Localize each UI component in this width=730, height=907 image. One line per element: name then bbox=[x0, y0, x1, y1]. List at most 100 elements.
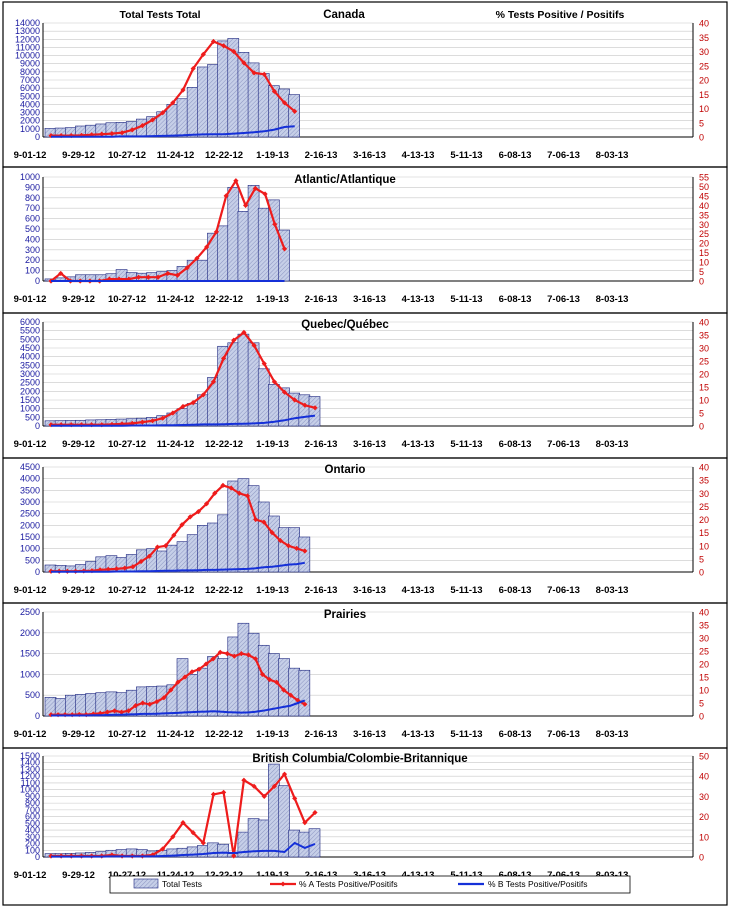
point-a-positive bbox=[184, 265, 190, 271]
right-tick-label: 10 bbox=[699, 832, 709, 842]
panel-title: Quebec/Québec bbox=[301, 319, 389, 331]
x-tick-label: 7-06-13 bbox=[547, 585, 580, 596]
right-tick-label: 30 bbox=[699, 47, 709, 57]
left-tick-label: 0 bbox=[35, 567, 40, 577]
right-tick-label: 10 bbox=[699, 396, 709, 406]
panel-title: Atlantic/Atlantique bbox=[294, 174, 396, 186]
right-tick-label: 40 bbox=[699, 463, 709, 473]
point-a-positive bbox=[125, 708, 132, 714]
right-axis-header: % Tests Positive / Positifs bbox=[496, 9, 625, 21]
line-b-positive bbox=[51, 561, 305, 573]
left-tick-label: 4000 bbox=[20, 352, 40, 362]
right-tick-label: 5 bbox=[699, 554, 704, 564]
left-tick-label: 1000 bbox=[20, 669, 40, 679]
x-tick-label: 11-24-12 bbox=[157, 439, 195, 450]
point-a-positive bbox=[228, 485, 234, 491]
point-a-positive bbox=[241, 777, 247, 783]
x-tick-label: 2-16-13 bbox=[305, 585, 338, 596]
left-tick-label: 10000 bbox=[15, 51, 40, 61]
bar-total-tests bbox=[257, 73, 270, 138]
left-tick-label: 500 bbox=[25, 555, 40, 565]
x-tick-label: 12-22-12 bbox=[205, 294, 243, 305]
point-a-positive bbox=[104, 709, 111, 715]
left-tick-label: 5000 bbox=[20, 334, 40, 344]
bar-total-tests bbox=[217, 225, 229, 282]
point-a-positive bbox=[212, 490, 218, 496]
point-a-positive bbox=[281, 771, 288, 777]
left-tick-label: 2000 bbox=[20, 116, 40, 126]
x-tick-label: 3-16-13 bbox=[353, 729, 386, 740]
point-a-positive bbox=[119, 130, 125, 136]
panel-quebec-quebec: 0500100015002000250030003500400045005000… bbox=[2, 312, 728, 459]
right-axis: 0 5 10 15 20 25 30 35 40 bbox=[699, 608, 709, 722]
x-tick-label: 7-06-13 bbox=[547, 294, 580, 305]
x-tick-label: 1-19-13 bbox=[256, 150, 289, 161]
left-tick-label: 100 bbox=[25, 845, 40, 855]
point-a-positive bbox=[241, 329, 247, 335]
x-tick-label: 1-19-13 bbox=[256, 585, 289, 596]
bar-total-tests bbox=[257, 501, 270, 573]
right-tick-label: 0 bbox=[699, 853, 704, 863]
x-tick-label: 12-22-12 bbox=[205, 870, 243, 881]
bars-total-tests bbox=[44, 622, 311, 717]
x-tick-label: 9-29-12 bbox=[62, 729, 95, 740]
point-a-positive bbox=[139, 123, 145, 129]
point-a-positive bbox=[281, 389, 288, 395]
left-tick-label: 4000 bbox=[20, 474, 40, 484]
left-tick-label: 300 bbox=[25, 245, 40, 255]
point-a-positive bbox=[155, 274, 161, 280]
point-a-positive bbox=[231, 48, 237, 55]
x-tick-label: 8-03-13 bbox=[596, 294, 629, 305]
left-tick-label: 1000 bbox=[20, 124, 40, 134]
point-a-positive bbox=[189, 669, 195, 675]
point-a-positive bbox=[174, 272, 181, 278]
point-a-positive bbox=[294, 545, 300, 551]
bar-total-tests bbox=[176, 658, 189, 717]
x-tick-label: 9-29-12 bbox=[62, 585, 95, 596]
right-axis: 0 5 10 15 20 25 30 35 40 bbox=[699, 463, 709, 578]
bar-total-tests bbox=[166, 104, 179, 138]
bar-total-tests bbox=[166, 544, 179, 573]
right-tick-label: 25 bbox=[699, 229, 709, 239]
point-a-positive bbox=[231, 853, 237, 859]
point-a-positive bbox=[130, 564, 136, 570]
point-a-positive bbox=[109, 130, 115, 137]
x-tick-label: 5-11-13 bbox=[450, 729, 482, 740]
right-tick-label: 40 bbox=[699, 318, 709, 328]
point-a-positive bbox=[203, 661, 209, 667]
left-tick-label: 3000 bbox=[20, 108, 40, 118]
bar-total-tests bbox=[257, 368, 270, 427]
right-tick-label: 10 bbox=[699, 104, 709, 114]
right-tick-label: 30 bbox=[699, 792, 709, 802]
bar-total-tests bbox=[197, 259, 209, 282]
right-tick-label: 30 bbox=[699, 344, 709, 354]
x-tick-label: 1-19-13 bbox=[256, 729, 289, 740]
panel-frame bbox=[2, 602, 728, 749]
bar-total-tests bbox=[268, 515, 280, 573]
x-tick-label: 12-22-12 bbox=[205, 150, 243, 161]
x-tick-label: 6-08-13 bbox=[499, 439, 532, 450]
point-a-positive bbox=[281, 100, 288, 106]
left-axis: 0500100015002000250030003500400045005000… bbox=[20, 317, 40, 431]
left-tick-label: 1200 bbox=[20, 771, 40, 781]
x-tick-label: 10-27-12 bbox=[108, 150, 146, 161]
left-tick-label: 9000 bbox=[20, 59, 40, 69]
point-a-positive bbox=[182, 674, 188, 680]
point-a-positive bbox=[288, 692, 294, 698]
right-tick-label: 20 bbox=[699, 370, 709, 380]
point-a-positive bbox=[253, 516, 259, 523]
point-a-positive bbox=[179, 522, 185, 528]
point-a-positive bbox=[160, 110, 166, 116]
bar-total-tests bbox=[75, 694, 87, 717]
right-tick-label: 45 bbox=[699, 191, 709, 201]
right-tick-label: 40 bbox=[699, 608, 709, 618]
point-a-positive bbox=[221, 355, 227, 361]
point-a-positive bbox=[99, 131, 105, 137]
point-a-positive bbox=[175, 679, 181, 685]
left-tick-label: 900 bbox=[25, 182, 40, 192]
point-a-positive bbox=[180, 403, 186, 410]
